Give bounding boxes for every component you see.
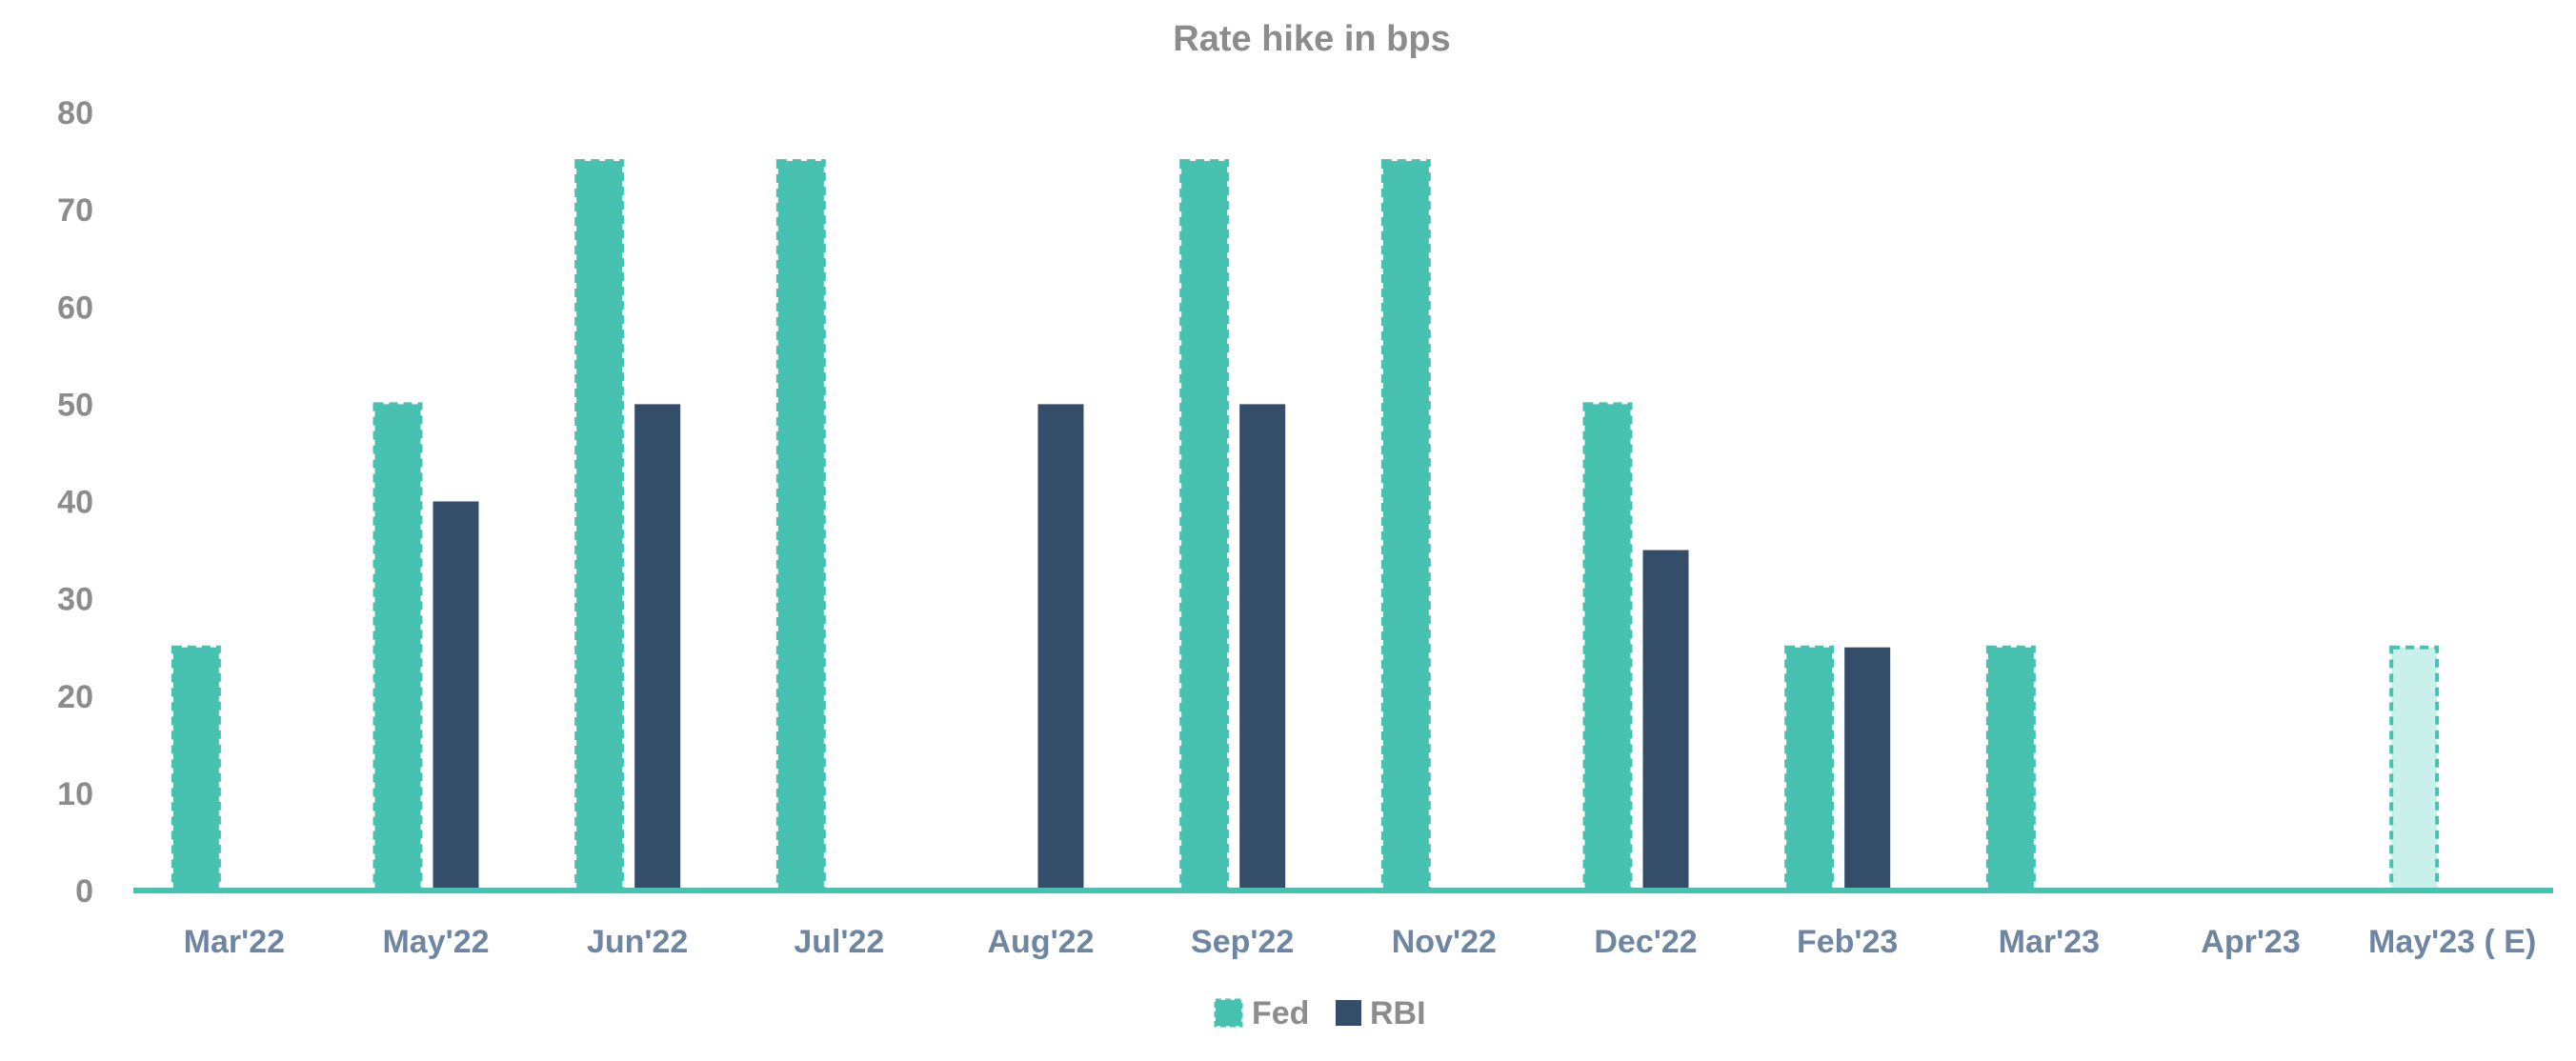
y-tick-label: 0 [75,873,93,910]
fed-bar [574,159,625,892]
x-tick-label: Dec'22 [1594,924,1697,960]
chart-title: Rate hike in bps [1173,19,1450,59]
x-tick-label: Nov'22 [1392,924,1497,960]
y-tick-label: 60 [57,290,93,326]
fed-bar [372,402,423,892]
x-tick-label: Feb'23 [1797,924,1898,960]
legend-label-fed: Fed [1252,995,1309,1031]
y-tick-label: 50 [57,387,93,423]
y-tick-label: 70 [57,192,93,229]
fed-bar [1582,402,1633,892]
x-axis: Mar'22 May'22 Jun'22 Jul'22 Aug'22 Sep'22 Nov'… [184,924,2537,960]
x-tick-label: Mar'22 [184,924,285,960]
legend-swatch-rbi [1336,1000,1361,1026]
fed-bar-estimate [2389,645,2440,892]
fed-bar [1179,159,1230,892]
y-tick-label: 30 [57,582,93,618]
rbi-bar [1844,647,1891,891]
rbi-bar [433,501,479,891]
y-tick-label: 80 [57,95,93,131]
y-tick-label: 40 [57,485,93,521]
legend-swatch-fed [1214,998,1243,1028]
x-tick-label: Sep'22 [1191,924,1294,960]
y-axis: 0 10 20 30 40 50 60 70 80 [57,95,93,910]
fed-bar [171,645,221,892]
plot-area [171,159,2440,892]
x-tick-label: Aug'22 [988,924,1095,960]
y-tick-label: 10 [57,776,93,812]
x-tick-label: Jul'22 [794,924,884,960]
y-tick-label: 20 [57,679,93,715]
x-tick-label: May'23 ( E) [2368,924,2536,960]
rbi-bar [1239,404,1286,891]
fed-bar [775,159,826,892]
rbi-bar [1642,550,1689,891]
legend: Fed RBI [1214,995,1426,1031]
rbi-bar [1037,404,1084,891]
x-tick-label: Jun'22 [587,924,688,960]
fed-bar [1380,159,1431,892]
fed-bar [1784,645,1835,892]
x-tick-label: Apr'23 [2201,924,2300,960]
x-tick-label: May'22 [382,924,489,960]
rbi-bar [634,404,681,891]
legend-label-rbi: RBI [1370,995,1426,1031]
fed-bar [1985,645,2036,892]
x-tick-label: Mar'23 [1999,924,2100,960]
